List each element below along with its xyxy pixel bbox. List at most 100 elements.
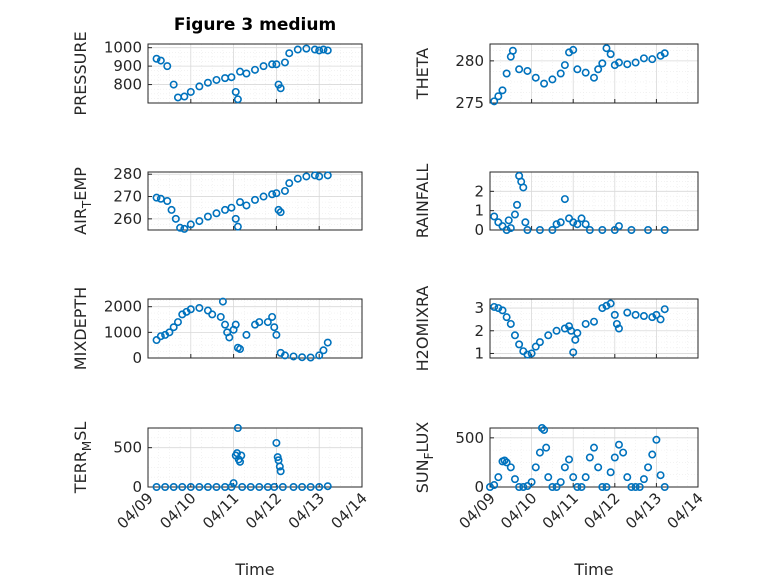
data-point [242,201,251,210]
data-point [540,425,549,434]
data-point [523,66,532,75]
data-point [156,332,165,341]
y-tick-label: 275 [455,94,484,112]
data-point [275,462,284,471]
data-point [581,220,590,229]
data-point [233,222,242,231]
data-point [227,482,236,491]
data-point [195,82,204,91]
data-point [237,451,246,460]
data-point [280,58,289,67]
x-tick-label: 04/11 [199,489,242,532]
data-point [513,200,522,209]
data-point [272,330,281,339]
data-point [180,224,189,233]
data-point [255,318,264,327]
y-axis-label: THETA [413,48,432,100]
y-tick-label: 2 [474,182,484,200]
data-point [178,482,187,491]
data-point [494,92,503,101]
data-point [494,304,503,313]
data-point [280,186,289,195]
data-point [231,320,240,329]
axes-box [489,171,699,231]
data-point [270,323,279,332]
data-point [589,443,598,452]
data-point [186,220,195,229]
y-tick-label: 280 [113,165,142,183]
data-point [323,171,332,180]
data-point [161,482,170,491]
data-point [573,329,582,338]
axes-box [147,298,363,359]
data-point [569,45,578,54]
data-point [502,226,511,235]
data-point [238,482,247,491]
data-point [323,482,332,491]
data-point [233,95,242,104]
data-point [515,482,524,491]
data-point [527,349,536,358]
data-point [502,69,511,78]
data-point [542,443,551,452]
data-point [515,340,524,349]
data-point [589,73,598,82]
y-axis-label: SUNFLUX [413,422,436,494]
data-point [490,481,499,490]
data-point [152,54,161,63]
axes-box [147,427,363,488]
data-point [186,305,195,314]
y-axis-label: H2OMIXRA [413,286,432,372]
data-point [156,56,165,65]
data-point [221,74,230,83]
data-point [268,60,277,69]
data-point [270,482,279,491]
data-point [519,482,528,491]
data-point [589,317,598,326]
data-point [221,205,230,214]
x-tick-label: 04/12 [242,489,285,532]
data-point [523,482,532,491]
data-point [598,482,607,491]
data-point [233,423,242,432]
data-point [293,45,302,54]
data-point [635,482,644,491]
x-tick-label: 04/12 [580,489,623,532]
data-point [498,306,507,315]
data-point [216,312,225,321]
data-point [485,482,494,491]
data-point [631,310,640,319]
axes-box [147,171,363,231]
data-point [242,330,251,339]
data-point [602,44,611,53]
data-point [171,214,180,223]
data-point [323,338,332,347]
data-point [278,482,287,491]
data-point [544,473,553,482]
data-point [263,318,272,327]
data-point [502,458,511,467]
data-point [644,226,653,235]
subplot-h2omixra: 1 2 3 H2OMIXRA [413,286,699,372]
data-point [569,348,578,357]
data-point [537,423,546,432]
data-point [319,346,328,355]
data-point [614,58,623,67]
subplot-rainfall: 01 2 RAINFALL [413,164,699,239]
y-tick-label: 0 [132,349,142,367]
x-tick-label: 04/13 [285,489,328,532]
data-point [169,323,178,332]
data-point [623,473,632,482]
data-point [268,312,277,321]
data-point [506,463,515,472]
data-point [560,61,569,70]
x-tick-label: 04/13 [622,489,665,532]
data-point [315,172,324,181]
data-point [656,471,665,480]
data-point [548,482,557,491]
data-point [176,223,185,232]
data-point [639,54,648,63]
x-axis-label: Time [234,560,274,579]
